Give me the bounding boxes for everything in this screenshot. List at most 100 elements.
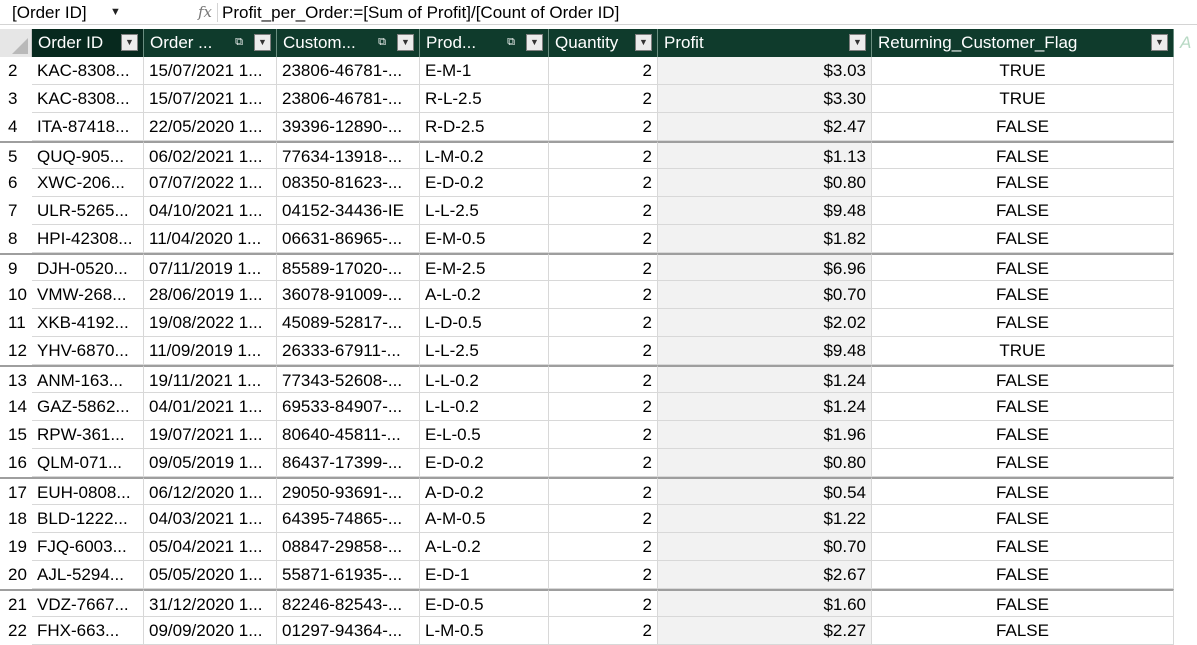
- cell-order-date[interactable]: 19/07/2021 1...: [144, 421, 277, 449]
- cell-customer[interactable]: 69533-84907-...: [277, 393, 420, 421]
- cell-profit[interactable]: $3.30: [658, 85, 872, 113]
- row-number[interactable]: 11: [0, 309, 32, 337]
- row-number[interactable]: 18: [0, 505, 32, 533]
- cell-product[interactable]: A-L-0.2: [420, 533, 549, 561]
- cell-customer[interactable]: 77634-13918-...: [277, 141, 420, 169]
- row-number[interactable]: 2: [0, 57, 32, 85]
- row-number[interactable]: 4: [0, 113, 32, 141]
- cell-quantity[interactable]: 2: [549, 421, 658, 449]
- cell-order-id[interactable]: ANM-163...: [32, 365, 144, 393]
- cell-order-id[interactable]: GAZ-5862...: [32, 393, 144, 421]
- table-row[interactable]: 2 KAC-8308... 15/07/2021 1... 23806-46781-.…: [0, 57, 1197, 85]
- cell-profit[interactable]: $6.96: [658, 253, 872, 281]
- row-number[interactable]: 6: [0, 169, 32, 197]
- cell-order-id[interactable]: VMW-268...: [32, 281, 144, 309]
- cell-customer[interactable]: 82246-82543-...: [277, 589, 420, 617]
- table-row[interactable]: 14 GAZ-5862... 04/01/2021 1... 69533-84907-…: [0, 393, 1197, 421]
- cell-returning[interactable]: FALSE: [872, 225, 1174, 253]
- cell-profit[interactable]: $2.47: [658, 113, 872, 141]
- cell-order-date[interactable]: 11/09/2019 1...: [144, 337, 277, 365]
- cell-order-date[interactable]: 06/02/2021 1...: [144, 141, 277, 169]
- cell-profit[interactable]: $1.13: [658, 141, 872, 169]
- cell-customer[interactable]: 26333-67911-...: [277, 337, 420, 365]
- cell-quantity[interactable]: 2: [549, 589, 658, 617]
- cell-product[interactable]: L-M-0.2: [420, 141, 549, 169]
- cell-product[interactable]: L-D-0.5: [420, 309, 549, 337]
- cell-quantity[interactable]: 2: [549, 365, 658, 393]
- cell-order-date[interactable]: 04/01/2021 1...: [144, 393, 277, 421]
- cell-customer[interactable]: 39396-12890-...: [277, 113, 420, 141]
- cell-order-date[interactable]: 19/08/2022 1...: [144, 309, 277, 337]
- cell-quantity[interactable]: 2: [549, 197, 658, 225]
- filter-dropdown-icon[interactable]: ▼: [254, 34, 271, 51]
- cell-product[interactable]: E-M-1: [420, 57, 549, 85]
- select-all-corner[interactable]: [0, 29, 32, 57]
- cell-profit[interactable]: $2.02: [658, 309, 872, 337]
- table-row[interactable]: 8 HPI-42308... 11/04/2020 1... 06631-86965-…: [0, 225, 1197, 253]
- cell-customer[interactable]: 45089-52817-...: [277, 309, 420, 337]
- cell-product[interactable]: L-M-0.5: [420, 617, 549, 645]
- cell-order-id[interactable]: XKB-4192...: [32, 309, 144, 337]
- cell-order-date[interactable]: 04/10/2021 1...: [144, 197, 277, 225]
- row-number[interactable]: 10: [0, 281, 32, 309]
- cell-order-date[interactable]: 05/05/2020 1...: [144, 561, 277, 589]
- cell-product[interactable]: E-D-0.5: [420, 589, 549, 617]
- row-number[interactable]: 5: [0, 141, 32, 169]
- row-number[interactable]: 21: [0, 589, 32, 617]
- table-row[interactable]: 12 YHV-6870... 11/09/2019 1... 26333-67911-…: [0, 337, 1197, 365]
- cell-order-date[interactable]: 22/05/2020 1...: [144, 113, 277, 141]
- table-row[interactable]: 6 XWC-206... 07/07/2022 1... 08350-81623-..…: [0, 169, 1197, 197]
- name-box-value[interactable]: [Order ID]: [12, 3, 87, 22]
- cell-product[interactable]: E-D-0.2: [420, 169, 549, 197]
- row-number[interactable]: 16: [0, 449, 32, 477]
- cell-quantity[interactable]: 2: [549, 337, 658, 365]
- cell-profit[interactable]: $9.48: [658, 197, 872, 225]
- cell-returning[interactable]: FALSE: [872, 169, 1174, 197]
- cell-order-id[interactable]: RPW-361...: [32, 421, 144, 449]
- cell-order-date[interactable]: 07/11/2019 1...: [144, 253, 277, 281]
- cell-profit[interactable]: $0.70: [658, 281, 872, 309]
- row-number[interactable]: 13: [0, 365, 32, 393]
- cell-product[interactable]: L-L-2.5: [420, 337, 549, 365]
- cell-product[interactable]: E-L-0.5: [420, 421, 549, 449]
- filter-dropdown-icon[interactable]: ▼: [849, 34, 866, 51]
- filter-dropdown-icon[interactable]: ▼: [121, 34, 138, 51]
- cell-profit[interactable]: $2.27: [658, 617, 872, 645]
- cell-product[interactable]: R-L-2.5: [420, 85, 549, 113]
- table-row[interactable]: 10 VMW-268... 28/06/2019 1... 36078-91009-.…: [0, 281, 1197, 309]
- cell-order-date[interactable]: 15/07/2021 1...: [144, 85, 277, 113]
- cell-customer[interactable]: 06631-86965-...: [277, 225, 420, 253]
- cell-profit[interactable]: $9.48: [658, 337, 872, 365]
- chevron-down-icon[interactable]: ▼: [110, 6, 121, 18]
- column-header-prod[interactable]: Prod... ⧉ ▼: [420, 29, 549, 57]
- cell-customer[interactable]: 29050-93691-...: [277, 477, 420, 505]
- cell-profit[interactable]: $0.80: [658, 449, 872, 477]
- cell-product[interactable]: L-L-0.2: [420, 365, 549, 393]
- cell-quantity[interactable]: 2: [549, 393, 658, 421]
- cell-order-id[interactable]: QLM-071...: [32, 449, 144, 477]
- cell-order-date[interactable]: 09/09/2020 1...: [144, 617, 277, 645]
- cell-profit[interactable]: $1.60: [658, 589, 872, 617]
- cell-profit[interactable]: $0.70: [658, 533, 872, 561]
- cell-customer[interactable]: 77343-52608-...: [277, 365, 420, 393]
- cell-product[interactable]: E-M-0.5: [420, 225, 549, 253]
- table-row[interactable]: 13 ANM-163... 19/11/2021 1... 77343-52608-.…: [0, 365, 1197, 393]
- cell-order-id[interactable]: BLD-1222...: [32, 505, 144, 533]
- row-number[interactable]: 9: [0, 253, 32, 281]
- row-number[interactable]: 20: [0, 561, 32, 589]
- cell-returning[interactable]: FALSE: [872, 589, 1174, 617]
- row-number[interactable]: 7: [0, 197, 32, 225]
- filter-dropdown-icon[interactable]: ▼: [1151, 34, 1168, 51]
- cell-product[interactable]: E-D-0.2: [420, 449, 549, 477]
- cell-order-id[interactable]: VDZ-7667...: [32, 589, 144, 617]
- cell-returning[interactable]: FALSE: [872, 533, 1174, 561]
- cell-returning[interactable]: FALSE: [872, 505, 1174, 533]
- cell-profit[interactable]: $1.24: [658, 365, 872, 393]
- cell-product[interactable]: A-D-0.2: [420, 477, 549, 505]
- table-row[interactable]: 3 KAC-8308... 15/07/2021 1... 23806-46781-.…: [0, 85, 1197, 113]
- cell-returning[interactable]: FALSE: [872, 113, 1174, 141]
- cell-product[interactable]: L-L-0.2: [420, 393, 549, 421]
- cell-returning[interactable]: FALSE: [872, 141, 1174, 169]
- cell-order-id[interactable]: HPI-42308...: [32, 225, 144, 253]
- cell-quantity[interactable]: 2: [549, 505, 658, 533]
